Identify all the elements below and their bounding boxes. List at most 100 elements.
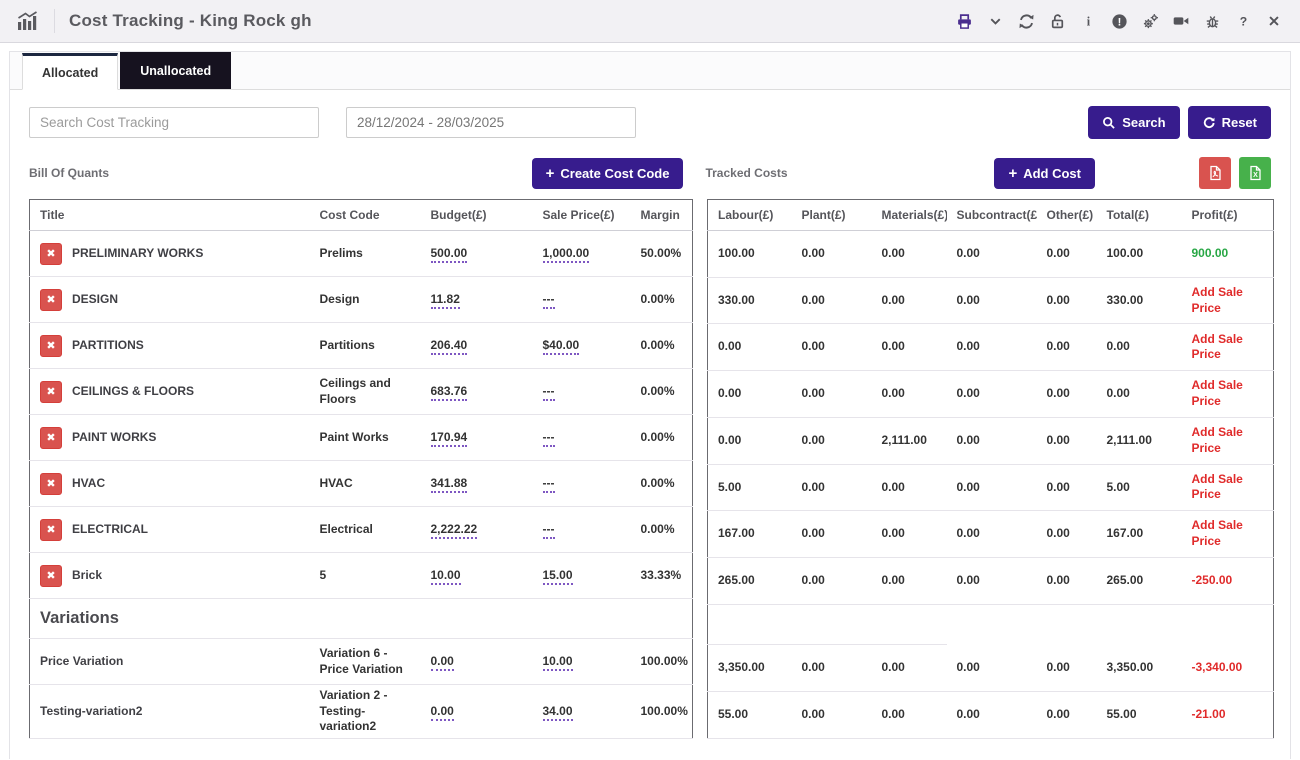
materials-cell: 2,111.00	[871, 417, 947, 465]
plant-cell: 0.00	[791, 277, 872, 325]
other-cell: 0.00	[1036, 370, 1097, 418]
search-input[interactable]	[29, 107, 319, 138]
budget-value[interactable]: 2,222.22	[430, 521, 478, 539]
margin-cell: 33.33%	[630, 552, 693, 599]
tracked-table-row: 55.00 0.00 0.00 0.00 0.00 55.00 -21.00	[707, 691, 1274, 739]
date-range-input[interactable]	[346, 107, 636, 138]
refresh-icon[interactable]	[1016, 11, 1036, 31]
profit-cell: -250.00	[1181, 557, 1274, 605]
budget-value[interactable]: 500.00	[430, 245, 468, 263]
materials-cell: 0.00	[871, 644, 947, 692]
topbar-icon-row: i ! ?	[954, 11, 1284, 31]
boq-table-row: ✖ Brick 5 10.00 15.00 33.33%	[29, 552, 693, 599]
gears-icon[interactable]	[1140, 11, 1160, 31]
chevron-down-icon[interactable]	[985, 11, 1005, 31]
budget-value[interactable]: 170.94	[430, 429, 468, 447]
other-cell: 0.00	[1036, 510, 1097, 558]
add-cost-button[interactable]: + Add Cost	[994, 157, 1095, 189]
sale-price-value[interactable]: ---	[542, 475, 555, 493]
sale-price-value[interactable]: ---	[542, 383, 555, 401]
title-cell: ✖ HVAC	[29, 460, 310, 507]
sale-price-cell: ---	[532, 506, 631, 553]
budget-value[interactable]: 0.00	[430, 653, 454, 671]
budget-value[interactable]: 10.00	[430, 567, 461, 585]
cost-code-cell: Design	[309, 276, 421, 323]
margin-cell: 0.00%	[630, 460, 693, 507]
delete-row-button[interactable]: ✖	[40, 242, 62, 265]
sale-price-value[interactable]: 1,000.00	[542, 245, 590, 263]
sale-price-value[interactable]: $40.00	[542, 337, 580, 355]
bug-icon[interactable]	[1202, 11, 1222, 31]
materials-cell: 0.00	[871, 230, 947, 278]
cost-code-cell: Paint Works	[309, 414, 421, 461]
sale-price-value[interactable]: 10.00	[542, 653, 573, 671]
export-pdf-button[interactable]	[1199, 157, 1231, 189]
sale-price-value[interactable]: ---	[542, 521, 555, 539]
add-sale-price-link[interactable]: Add Sale Price	[1191, 518, 1243, 549]
sale-price-value[interactable]: ---	[542, 291, 555, 309]
budget-value[interactable]: 0.00	[430, 703, 454, 721]
tracked-table-row: 0.00 0.00 2,111.00 0.00 0.00 2,111.00 Add Sale…	[707, 417, 1274, 465]
close-icon[interactable]	[1264, 11, 1284, 31]
total-cell: 2,111.00	[1096, 417, 1182, 465]
subcontract-cell: 0.00	[946, 230, 1037, 278]
variations-section-label: Variations	[29, 598, 693, 639]
sale-price-value[interactable]: 15.00	[542, 567, 573, 585]
delete-row-button[interactable]: ✖	[40, 334, 62, 357]
margin-cell: 50.00%	[630, 230, 693, 277]
search-icon	[1103, 116, 1115, 129]
other-cell: 0.00	[1036, 464, 1097, 512]
sale-price-value[interactable]: 34.00	[542, 703, 573, 721]
delete-row-button[interactable]: ✖	[40, 380, 62, 403]
add-sale-price-link[interactable]: Add Sale Price	[1191, 425, 1243, 455]
labour-cell: 5.00	[707, 464, 792, 512]
subcontract-cell: 0.00	[946, 323, 1037, 372]
total-cell: 330.00	[1096, 277, 1182, 325]
video-camera-icon[interactable]	[1171, 11, 1191, 31]
row-title: PARTITIONS	[72, 337, 144, 352]
reset-button[interactable]: Reset	[1187, 106, 1271, 139]
budget-value[interactable]: 341.88	[430, 475, 468, 493]
budget-value[interactable]: 206.40	[430, 337, 468, 355]
add-sale-price-link[interactable]: Add Sale Price	[1191, 471, 1243, 502]
col-materials: Materials(£)	[871, 199, 947, 231]
search-button[interactable]: Search	[1088, 106, 1180, 139]
budget-value[interactable]: 11.82	[430, 291, 460, 309]
delete-row-button[interactable]: ✖	[40, 426, 62, 449]
subcontract-cell: 0.00	[946, 510, 1037, 558]
tracked-section-spacer-row	[707, 604, 1274, 646]
profit-cell: -3,340.00	[1181, 644, 1274, 692]
plant-cell: 0.00	[791, 370, 872, 418]
export-excel-button[interactable]: X	[1239, 157, 1271, 189]
boq-table-row: ✖ CEILINGS & FLOORS Ceilings and Floors 683…	[29, 368, 693, 415]
plant-cell: 0.00	[791, 557, 872, 605]
add-sale-price-link[interactable]: Add Sale Price	[1191, 378, 1243, 408]
sale-price-value[interactable]: ---	[542, 429, 555, 447]
delete-row-button[interactable]: ✖	[40, 472, 62, 495]
plant-cell: 0.00	[791, 230, 872, 278]
main-panel: Allocated Unallocated Search Reset Bill …	[9, 51, 1291, 759]
delete-row-button[interactable]: ✖	[40, 518, 62, 541]
tracked-costs-table: Labour(£) Plant(£) Materials(£) Subcontr…	[707, 199, 1274, 739]
cost-code-cell: Partitions	[309, 322, 421, 369]
profit-cell: -21.00	[1181, 691, 1274, 739]
printer-icon[interactable]	[954, 11, 974, 31]
create-cost-code-button[interactable]: + Create Cost Code	[531, 157, 684, 189]
tracked-table-row: 0.00 0.00 0.00 0.00 0.00 0.00 Add Sale Price	[707, 323, 1274, 372]
delete-row-button[interactable]: ✖	[40, 288, 62, 311]
col-other: Other(£)	[1036, 199, 1097, 231]
tab-allocated[interactable]: Allocated	[22, 53, 119, 90]
margin-cell: 0.00%	[630, 276, 693, 323]
labour-cell: 100.00	[707, 230, 792, 278]
reset-icon	[1203, 116, 1215, 128]
add-sale-price-link[interactable]: Add Sale Price	[1191, 284, 1243, 315]
delete-row-button[interactable]: ✖	[40, 564, 62, 587]
help-icon[interactable]: ?	[1233, 11, 1253, 31]
unlock-icon[interactable]	[1047, 11, 1067, 31]
info-icon[interactable]: i	[1078, 11, 1098, 31]
add-sale-price-link[interactable]: Add Sale Price	[1191, 331, 1243, 362]
labour-cell: 55.00	[707, 691, 792, 739]
alert-circle-icon[interactable]: !	[1109, 11, 1129, 31]
budget-value[interactable]: 683.76	[430, 383, 468, 401]
tab-unallocated[interactable]: Unallocated	[120, 52, 232, 89]
